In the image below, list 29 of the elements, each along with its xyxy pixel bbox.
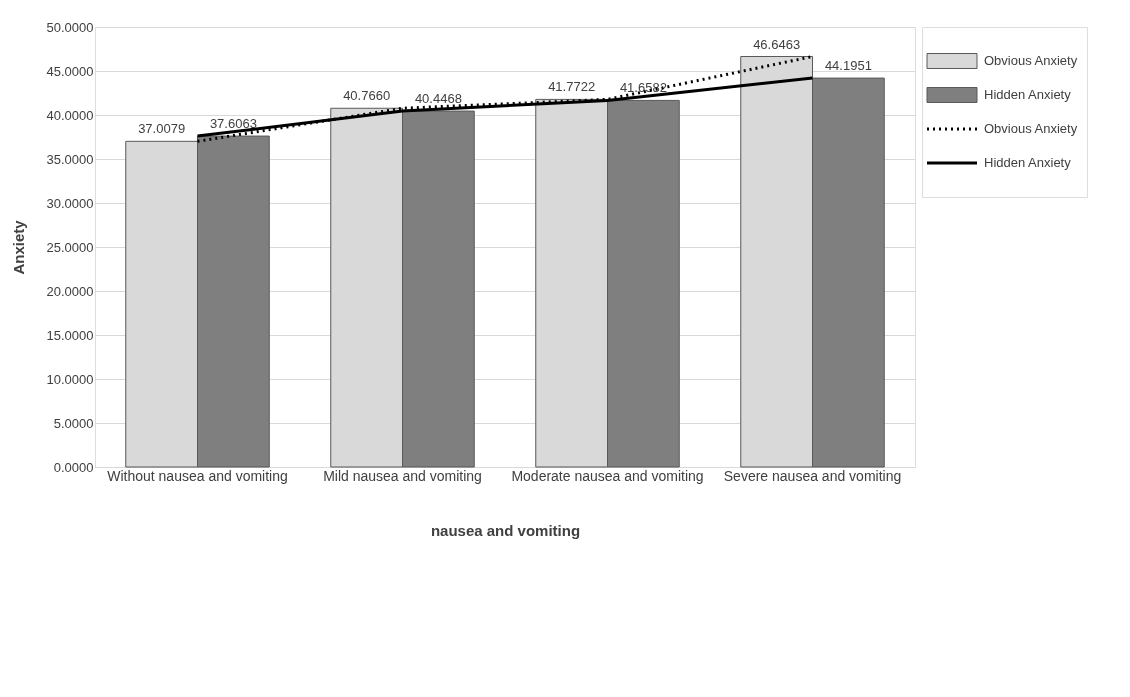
y-tick-label: 0.0000: [53, 459, 94, 475]
data-label: 40.7660: [343, 88, 391, 104]
data-label: 41.6582: [619, 80, 667, 96]
y-tick-label: 5.0000: [53, 415, 94, 431]
x-tick-label: Mild nausea and vomiting: [323, 467, 482, 484]
legend-label: Obvious Anxiety: [984, 121, 1078, 136]
legend-label: Hidden Anxiety: [984, 87, 1072, 102]
y-tick-label: 40.0000: [46, 107, 94, 123]
data-label: 46.6463: [753, 36, 801, 52]
data-label: 44.1951: [824, 58, 872, 74]
x-tick-label: Moderate nausea and vomiting: [511, 467, 704, 484]
data-label: 40.4468: [414, 91, 462, 107]
y-tick-label: 25.0000: [46, 239, 94, 255]
data-label: 37.0079: [138, 121, 186, 137]
data-label: 37.6063: [209, 116, 257, 132]
legend-label: Hidden Anxiety: [984, 155, 1072, 170]
y-tick-label: 10.0000: [46, 371, 94, 387]
x-tick-label: Severe nausea and vomiting: [723, 467, 902, 484]
y-tick-label: 30.0000: [46, 195, 94, 211]
x-axis-title: nausea and vomiting: [430, 521, 581, 539]
x-tick-label: Without nausea and vomiting: [107, 467, 288, 484]
y-tick-label: 35.0000: [46, 151, 94, 167]
legend-label: Obvious Anxiety: [984, 53, 1078, 68]
y-tick-label: 50.0000: [46, 19, 94, 35]
y-axis-title: Anxiety: [9, 219, 27, 275]
y-tick-label: 45.0000: [46, 63, 94, 79]
y-tick-label: 20.0000: [46, 283, 94, 299]
data-label: 41.7722: [548, 79, 596, 95]
y-tick-label: 15.0000: [46, 327, 94, 343]
